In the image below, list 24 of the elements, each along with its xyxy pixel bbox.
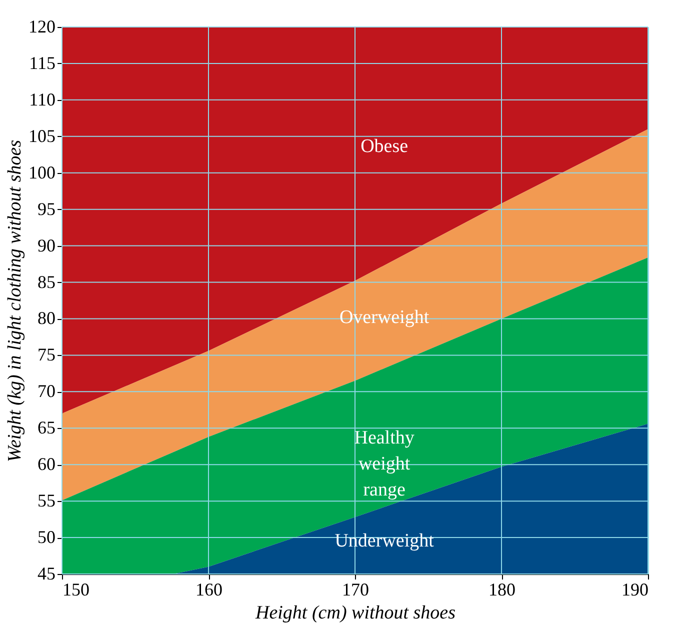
y-tick-label: 70	[38, 381, 56, 402]
y-tick-label: 120	[28, 16, 56, 36]
y-tick-label: 85	[38, 272, 56, 292]
series-label: Obese	[360, 136, 408, 158]
y-tick-label: 90	[38, 235, 56, 256]
y-tick-label: 65	[38, 418, 56, 438]
x-tick-label: 170	[342, 580, 369, 600]
y-tick-label: 50	[38, 527, 56, 548]
y-tick-label: 100	[28, 162, 56, 182]
x-tick-label: 180	[488, 580, 516, 600]
x-tick-label: 190	[622, 580, 648, 600]
y-tick-label: 80	[38, 308, 56, 328]
y-tick-label: 75	[38, 344, 56, 365]
x-tick-label: 150	[62, 580, 90, 600]
x-tick-label: 160	[196, 580, 222, 600]
y-tick-label: 110	[29, 89, 56, 110]
y-tick-label: 60	[38, 454, 56, 474]
y-tick-label: 45	[38, 564, 56, 584]
y-tick-label: 95	[38, 198, 56, 219]
y-tick-label: 115	[29, 52, 56, 73]
x-axis-title: Height (cm) without shoes	[254, 602, 456, 624]
y-tick-label: 105	[28, 126, 56, 146]
y-axis-title: Weight (kg) in light clothing without shoes	[4, 140, 26, 462]
y-tick-label: 55	[38, 490, 56, 511]
